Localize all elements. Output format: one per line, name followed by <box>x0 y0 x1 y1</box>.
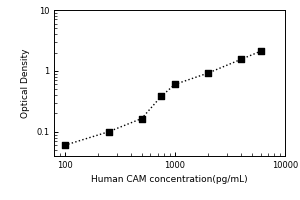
Point <box>106 130 111 133</box>
X-axis label: Human CAM concentration(pg/mL): Human CAM concentration(pg/mL) <box>91 175 248 184</box>
Y-axis label: Optical Density: Optical Density <box>22 48 31 118</box>
Point <box>258 50 263 53</box>
Point <box>62 144 67 147</box>
Point <box>206 71 210 75</box>
Point <box>172 83 177 86</box>
Point <box>159 95 164 98</box>
Point <box>139 117 144 120</box>
Point <box>239 58 244 61</box>
